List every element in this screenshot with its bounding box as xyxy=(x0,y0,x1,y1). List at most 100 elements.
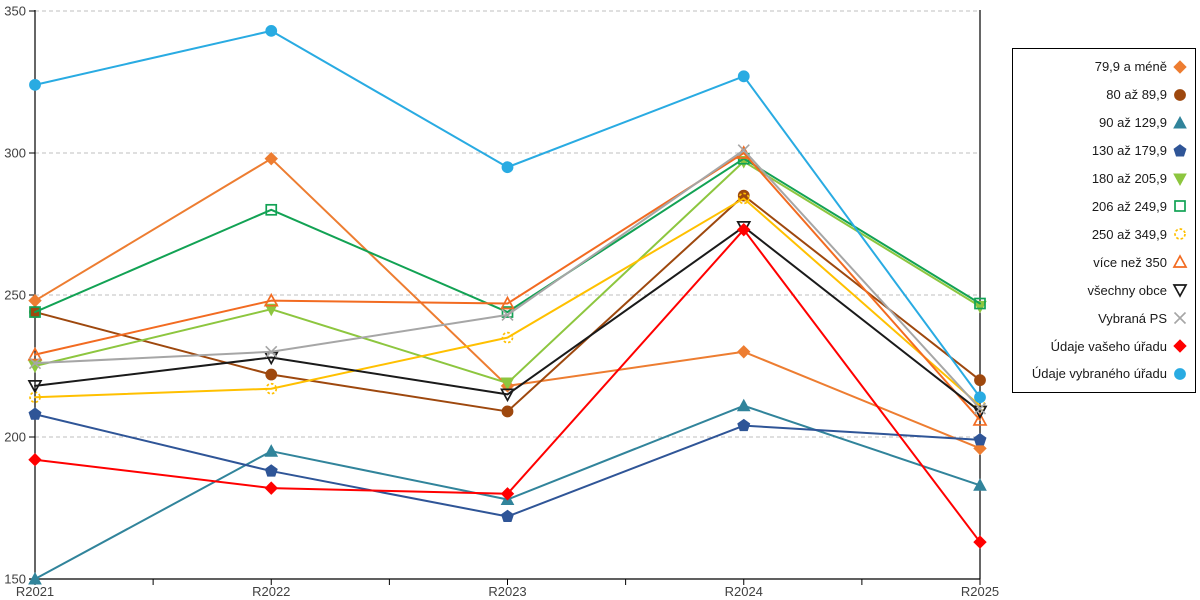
x-category-label: R2021 xyxy=(16,584,54,599)
legend-item: Údaje vašeho úřadu xyxy=(1013,338,1195,354)
triangle-up-marker-icon xyxy=(27,346,43,361)
legend-label: Vybraná PS xyxy=(1098,310,1167,326)
pentagon-marker-icon xyxy=(501,509,514,523)
x-marker-icon xyxy=(1173,312,1187,325)
triangle-up-marker-icon xyxy=(972,412,988,426)
pentagon-marker-icon xyxy=(737,418,751,432)
legend-marker xyxy=(1174,200,1186,213)
legend-marker xyxy=(1172,254,1188,269)
series-line xyxy=(34,152,981,421)
triangle-down-marker-icon xyxy=(1173,173,1187,186)
series-line xyxy=(34,157,981,314)
legend-marker xyxy=(1172,284,1188,298)
diamond-marker-icon xyxy=(1173,339,1187,353)
square-marker-icon xyxy=(265,203,278,216)
legend-marker xyxy=(1173,339,1187,353)
triangle-up-marker-icon xyxy=(28,571,42,585)
diamond-marker-icon xyxy=(264,481,278,495)
pentagon-marker-icon xyxy=(264,464,278,477)
diamond-marker-icon xyxy=(264,151,278,166)
legend-marker xyxy=(1173,60,1187,74)
diamond-marker-icon xyxy=(737,222,751,237)
diamond-marker-icon xyxy=(28,453,42,467)
triangle-up-marker-icon xyxy=(973,478,987,491)
legend-label: 79,9 a méně xyxy=(1094,59,1167,75)
legend-item: 130 až 179,9 xyxy=(1013,143,1195,159)
x-category-label: R2023 xyxy=(488,584,526,599)
legend-marker xyxy=(1174,228,1186,241)
x-category-label: R2025 xyxy=(961,584,999,599)
triangle-up-marker-icon xyxy=(1172,254,1188,269)
legend-label: Údaje vašeho úřadu xyxy=(1050,338,1167,354)
circle-marker-icon xyxy=(265,368,278,381)
legend-marker xyxy=(1173,143,1187,157)
pentagon-marker-icon xyxy=(28,407,42,420)
x-marker-icon xyxy=(973,402,987,415)
legend-item: 180 až 205,9 xyxy=(1013,171,1195,187)
x-marker-icon xyxy=(737,144,750,157)
legend-marker xyxy=(1174,88,1186,101)
triangle-up-marker-icon xyxy=(263,292,279,307)
circle-marker-icon xyxy=(501,405,514,418)
triangle-up-marker-icon xyxy=(1173,115,1187,129)
legend-item: 90 až 129,9 xyxy=(1013,115,1195,131)
series-line xyxy=(34,225,981,413)
triangle-down-marker-icon xyxy=(500,377,515,391)
diamond-marker-icon xyxy=(28,293,42,308)
legend-label: 130 až 179,9 xyxy=(1091,143,1167,159)
square-marker-icon xyxy=(29,306,41,318)
legend-item: 206 až 249,9 xyxy=(1013,198,1195,214)
triangle-down-marker-icon xyxy=(27,380,43,394)
triangle-down-marker-icon xyxy=(500,388,515,403)
triangle-up-marker-icon xyxy=(736,398,751,412)
pentagon-marker-icon xyxy=(1173,143,1187,157)
y-tick-label: 350 xyxy=(4,4,26,19)
legend-item: všechny obce xyxy=(1013,282,1195,298)
legend-item: 250 až 349,9 xyxy=(1013,226,1195,242)
pentagon-marker-icon xyxy=(973,433,987,446)
diamond-marker-icon xyxy=(1173,60,1187,74)
triangle-down-marker-icon xyxy=(973,300,987,314)
legend-marker xyxy=(1173,115,1187,129)
y-tick-label: 250 xyxy=(4,288,26,303)
circle-marker-icon xyxy=(974,391,986,404)
x-marker-icon xyxy=(28,357,42,370)
legend-label: 206 až 249,9 xyxy=(1091,198,1167,214)
circle-marker-icon xyxy=(1174,88,1186,101)
triangle-down-marker-icon xyxy=(1172,284,1188,298)
legend-label: 90 až 129,9 xyxy=(1099,115,1167,131)
legend-label: 250 až 349,9 xyxy=(1091,226,1167,242)
legend-marker xyxy=(1173,173,1187,186)
square-marker-icon xyxy=(974,297,986,310)
circle-marker-icon xyxy=(1174,368,1186,380)
diamond-marker-icon xyxy=(737,345,751,359)
circle-marker-icon xyxy=(265,24,278,37)
circle-dotted-marker-icon xyxy=(737,192,750,205)
square-marker-icon xyxy=(1174,200,1186,213)
diamond-marker-icon xyxy=(973,441,987,456)
triangle-down-marker-icon xyxy=(736,156,751,169)
legend-item: Údaje vybraného úřadu xyxy=(1013,366,1195,382)
circle-marker-icon xyxy=(29,78,41,91)
triangle-up-marker-icon xyxy=(500,295,515,310)
legend-marker xyxy=(1173,312,1187,325)
y-tick-label: 150 xyxy=(4,572,26,587)
triangle-down-marker-icon xyxy=(264,303,279,317)
legend-label: Údaje vybraného úřadu xyxy=(1031,366,1167,382)
chart-legend: 79,9 a méně 80 až 89,9 90 až 129,9 130 až 1… xyxy=(1012,48,1196,393)
diamond-marker-icon xyxy=(973,535,987,549)
legend-item: více než 350 xyxy=(1013,254,1195,270)
diamond-marker-icon xyxy=(500,487,515,501)
circle-marker-icon xyxy=(974,374,986,387)
x-marker-icon xyxy=(501,308,514,321)
legend-label: více než 350 xyxy=(1093,254,1167,270)
y-tick-label: 200 xyxy=(4,430,26,445)
legend-label: 180 až 205,9 xyxy=(1091,171,1167,187)
legend-label: všechny obce xyxy=(1087,282,1168,298)
circle-dotted-marker-icon xyxy=(1174,228,1186,241)
circle-marker-icon xyxy=(501,161,514,174)
legend-label: 80 až 89,9 xyxy=(1106,87,1167,103)
circle-marker-icon xyxy=(737,70,750,83)
